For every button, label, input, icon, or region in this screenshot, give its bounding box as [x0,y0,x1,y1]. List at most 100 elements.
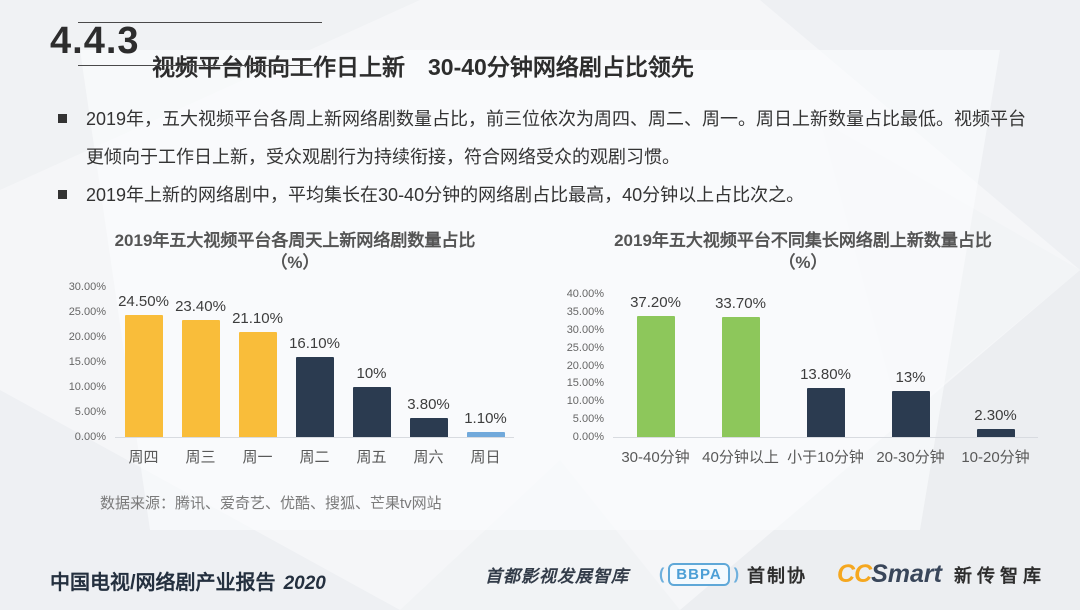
chart-title: 2019年五大视频平台各周天上新网络剧数量占比 [114,231,476,250]
bbpa-paren-right-icon: ) [733,565,740,583]
title-rule-top [78,22,322,23]
report-footer-title: 中国电视/网络剧产业报告 2020 [50,566,326,595]
x-axis-category-label: 小于10分钟 [787,449,864,466]
bar-value-label: 2.30% [974,406,1017,424]
bullet-item: 2019年上新的网络剧中，平均集长在30-40分钟的网络剧占比最高，40分钟以上… [58,176,1038,214]
bar-slot: 13.80% [783,294,868,437]
x-axis-category-label: 周日 [470,449,501,466]
bar-slot: 21.10% [229,287,286,437]
y-axis-tick-label: 35.00% [566,305,604,318]
report-name: 中国电视/网络剧产业报告 [50,572,276,594]
y-axis-tick-label: 15.00% [566,377,604,390]
title-rule-bottom [78,65,322,66]
bar-slot: 1.10% [457,287,514,437]
ccsmart-smart: Smart [871,560,942,588]
x-axis-category-label: 10-20分钟 [961,449,1030,466]
bar [295,356,334,437]
square-bullet-icon [58,114,67,123]
bar [891,390,930,437]
bar [636,316,675,437]
bar-value-label: 24.50% [118,292,169,310]
bar [466,431,505,437]
x-axis-category-label: 周二 [299,449,330,466]
y-axis-tick-label: 25.00% [68,306,106,318]
bar-value-label: 33.70% [715,294,766,312]
data-source-note: 数据来源：腾讯、爱奇艺、优酷、搜狐、芒果tv网站 [100,495,442,512]
x-axis-category-label: 40分钟以上 [702,449,779,466]
x-axis-category-label: 20-30分钟 [876,449,945,466]
bar [238,331,277,437]
bars-area: 37.20% 33.70% 13.80% 13% 2.30% [613,294,1038,438]
square-bullet-icon [58,190,67,199]
x-axis-category-label: 周四 [128,449,159,466]
bullet-item: 2019年，五大视频平台各周上新网络剧数量占比，前三位依次为周四、周二、周一。周… [58,100,1038,176]
chart-title-unit: （%） [270,253,320,272]
bar-value-label: 1.10% [464,409,507,427]
bbpa-org-name: 首制协 [747,565,808,586]
bar [181,320,220,437]
bar [352,387,391,437]
bar-value-label: 13.80% [800,365,851,383]
y-axis-tick-label: 0.00% [572,431,604,443]
y-axis-tick-label: 20.00% [566,359,604,372]
bar-slot: 23.40% [172,287,229,437]
x-axis: 30-40分钟 40分钟以上 小于10分钟 20-30分钟 10-20分钟 [613,437,1038,467]
bullet-text-line: 更倾向于工作日上新，受众观剧行为持续衔接，符合网络受众的观剧习惯。 [86,147,680,167]
report-year: 2020 [283,573,326,594]
bar-value-label: 10% [356,365,387,382]
page-title: 视频平台倾向工作日上新 30-40分钟网络剧占比领先 [152,54,694,81]
y-axis-tick-label: 30.00% [566,323,604,336]
bar-value-label: 21.10% [232,309,283,327]
bar-slot: 10% [343,287,400,437]
y-axis-tick-label: 10.00% [566,395,604,408]
bars-area: 24.50% 23.40% 21.10% 16.10% 10% 3.80% 1.10% [115,287,514,438]
y-axis-tick-label: 40.00% [566,288,604,300]
x-axis-category-label: 30-40分钟 [621,449,690,466]
y-axis: 40.00% 35.00% 30.00% 25.00% 20.00% 15.00% 10.0… [558,288,608,443]
chart-title: 2019年五大视频平台不同集长网络剧上新数量占比 [614,231,992,250]
y-axis-tick-label: 15.00% [68,356,106,368]
y-axis: 30.00% 25.00% 20.00% 15.00% 10.00% 5.00% 0.00% [60,281,110,443]
bar-value-label: 16.10% [289,334,340,352]
y-axis-tick-label: 25.00% [566,341,604,354]
bbpa-paren-left-icon: ( [658,565,665,583]
x-axis-category-label: 周五 [356,449,387,466]
bar-value-label: 23.40% [175,298,226,315]
summary-bullets: 2019年，五大视频平台各周上新网络剧数量占比，前三位依次为周四、周二、周一。周… [58,100,1038,214]
ccsmart-logo: CC Smart 新传智库 [837,560,1046,589]
bbpa-badge: BBPA [668,563,730,586]
bullet-text-line: 2019年上新的网络剧中，平均集长在30-40分钟的网络剧占比最高，40分钟以上… [86,185,805,205]
bar-value-label: 37.20% [630,294,681,311]
bar-slot: 24.50% [115,287,172,437]
bar-slot: 13% [868,294,953,437]
capital-thinktank-logo: 首都影视发展智库 [484,567,629,586]
x-axis-category-label: 周六 [413,449,444,466]
y-axis-tick-label: 30.00% [68,281,106,293]
x-axis-category-label: 周一 [242,449,273,466]
y-axis-tick-label: 0.00% [74,431,106,443]
bar-value-label: 13% [895,368,926,386]
weekday-release-chart: 2019年五大视频平台各周天上新网络剧数量占比 （%） 30.00% 25.00%… [60,230,530,480]
section-number: 4.4.3 [50,20,140,62]
bar [721,316,760,437]
bar [806,387,845,437]
bar-slot: 33.70% [698,294,783,437]
y-axis-tick-label: 10.00% [68,381,106,393]
y-axis-tick-label: 20.00% [68,331,106,343]
bar-value-label: 3.80% [407,396,450,413]
y-axis-tick-label: 5.00% [74,406,106,418]
bar-slot: 16.10% [286,287,343,437]
x-axis-category-label: 周三 [185,449,216,466]
bar [124,314,163,437]
ccsmart-org-name: 新传智库 [954,566,1046,586]
bullet-text-line: 2019年，五大视频平台各周上新网络剧数量占比，前三位依次为周四、周二、周一。周… [86,109,1027,129]
bbpa-logo: ( BBPA ) 首制协 [659,562,807,588]
bar-slot: 3.80% [400,287,457,437]
chart-title-unit: （%） [778,253,828,272]
ccsmart-cc: CC [837,560,872,588]
y-axis-tick-label: 5.00% [572,413,604,426]
bar-slot: 37.20% [613,294,698,437]
episode-length-chart: 2019年五大视频平台不同集长网络剧上新数量占比 （%） 40.00% 35.00… [558,230,1048,480]
